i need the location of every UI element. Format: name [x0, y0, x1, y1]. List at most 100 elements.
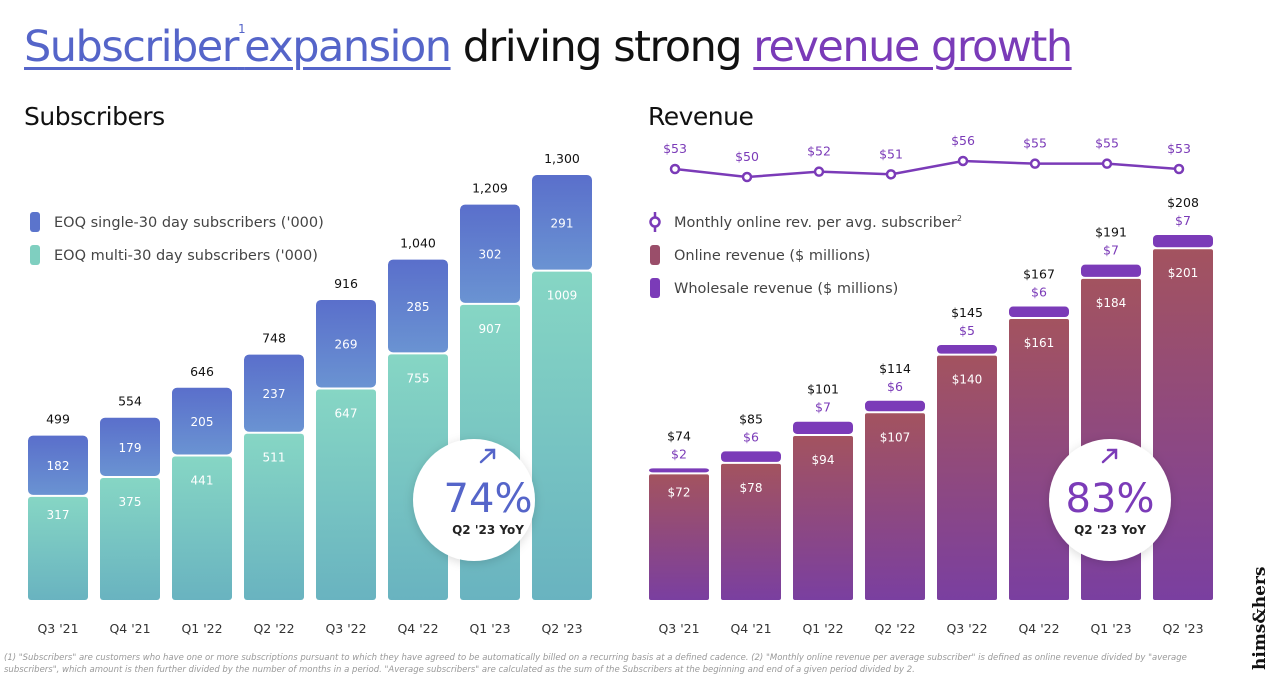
- value-label: 179: [119, 441, 142, 455]
- bar-single-30: [316, 299, 376, 388]
- x-tick-label: Q4 '22: [397, 621, 438, 636]
- bar-multi-30: [532, 271, 592, 600]
- line-value-label: $50: [735, 149, 759, 164]
- total-label: 499: [46, 412, 70, 427]
- legend-swatch: [30, 212, 40, 232]
- bar-wholesale-revenue: [793, 421, 853, 434]
- total-label: $145: [951, 305, 983, 320]
- value-label: 285: [407, 300, 430, 314]
- legend-line-marker: [649, 216, 661, 228]
- wholesale-label: $5: [959, 323, 975, 338]
- bar-wholesale-revenue: [649, 468, 709, 473]
- logo-text: hims&hers: [1250, 566, 1270, 670]
- bar-online-revenue: [793, 435, 853, 600]
- line-value-label: $55: [1095, 136, 1119, 151]
- wholesale-label: $7: [1175, 213, 1191, 228]
- bar-single-30: [388, 259, 448, 353]
- total-label: 748: [262, 331, 286, 346]
- line-value-label: $56: [951, 133, 975, 148]
- bar-single-30: [244, 354, 304, 432]
- legend-swatch: [650, 278, 660, 298]
- total-label: $85: [739, 411, 763, 426]
- value-label: $107: [880, 430, 911, 444]
- value-label: 1009: [547, 289, 578, 303]
- x-tick-label: Q1 '22: [181, 621, 222, 636]
- value-label: $94: [812, 453, 835, 467]
- arrow-up-right-icon: [1101, 448, 1118, 464]
- value-label: 182: [47, 459, 70, 473]
- total-label: $74: [667, 428, 691, 443]
- bar-multi-30: [316, 389, 376, 600]
- total-label: $191: [1095, 225, 1127, 240]
- callout-circle: [1049, 439, 1171, 561]
- x-tick-label: Q4 '21: [109, 621, 150, 636]
- x-tick-label: Q1 '23: [469, 621, 510, 636]
- subscribers-heading: Subscribers: [24, 102, 165, 131]
- value-label: $72: [668, 485, 691, 499]
- line-point: [1029, 158, 1041, 169]
- footnote: (1) "Subscribers" are customers who have…: [4, 653, 1187, 675]
- x-tick-label: Q1 '23: [1090, 621, 1131, 636]
- value-label: 755: [407, 371, 430, 385]
- total-label: 646: [190, 364, 214, 379]
- title-part: Subscriber: [24, 22, 239, 72]
- x-tick-label: Q4 '21: [730, 621, 771, 636]
- hims-hers-logo: hims&hers: [1248, 566, 1276, 670]
- callout-label: Q2 '23 YoY: [452, 523, 524, 537]
- bar-wholesale-revenue: [937, 344, 997, 354]
- title-part: expansion: [244, 22, 452, 72]
- legend-label: EOQ multi-30 day subscribers ('000): [54, 248, 318, 264]
- bar-online-revenue: [1153, 249, 1213, 600]
- title-revenue: revenue growth: [753, 22, 1073, 72]
- value-label: 205: [191, 415, 214, 429]
- wholesale-label: $6: [887, 379, 903, 394]
- title-subscriber: Subscriber1expansion: [24, 22, 452, 72]
- line-value-label: $53: [1167, 141, 1191, 156]
- value-label: 317: [47, 508, 70, 522]
- bar-wholesale-revenue: [721, 451, 781, 462]
- value-label: 237: [263, 387, 286, 401]
- x-tick-label: Q3 '22: [325, 621, 366, 636]
- bar-multi-30: [172, 456, 232, 600]
- bar-wholesale-revenue: [1009, 306, 1069, 318]
- total-label: 1,209: [472, 181, 508, 196]
- line-point: [669, 163, 681, 175]
- slide-title: Subscriber1expansion driving strong reve…: [24, 22, 1073, 72]
- bar-multi-30: [28, 496, 88, 600]
- legend-label: Monthly online rev. per avg. subscriber2: [674, 214, 962, 231]
- value-label: $78: [740, 481, 763, 495]
- total-label: $101: [807, 382, 839, 397]
- wholesale-label: $7: [1103, 243, 1119, 258]
- line-point: [957, 155, 969, 167]
- callout-value: 83%: [1066, 476, 1155, 522]
- legend-label: EOQ single-30 day subscribers ('000): [54, 215, 324, 231]
- title-part: driving strong: [450, 22, 754, 72]
- arrow-up-right-icon: [479, 448, 496, 464]
- legend-label: Wholesale revenue ($ millions): [674, 281, 898, 297]
- bar-online-revenue: [721, 463, 781, 600]
- value-label: 511: [263, 451, 286, 465]
- legend-label: Online revenue ($ millions): [674, 248, 870, 264]
- value-label: 441: [191, 474, 214, 488]
- value-label: 647: [335, 406, 358, 420]
- wholesale-label: $2: [671, 446, 687, 461]
- value-label: $161: [1024, 336, 1055, 350]
- line-value-label: $55: [1023, 136, 1047, 151]
- bar-online-revenue: [649, 474, 709, 600]
- bar-single-30: [28, 435, 88, 495]
- wholesale-label: $6: [1031, 285, 1047, 300]
- value-label: $140: [952, 373, 983, 387]
- total-label: 916: [334, 276, 358, 291]
- legend-swatch: [650, 245, 660, 265]
- bar-multi-30: [244, 433, 304, 600]
- line-value-label: $53: [663, 141, 687, 156]
- x-tick-label: Q2 '22: [253, 621, 294, 636]
- wholesale-label: $7: [815, 400, 831, 415]
- total-label: 1,300: [544, 151, 580, 166]
- line-value-label: $51: [879, 146, 903, 161]
- callout-circle: [413, 439, 535, 561]
- callout-label: Q2 '23 YoY: [1074, 523, 1146, 537]
- value-label: 375: [119, 495, 142, 509]
- bar-single-30: [532, 175, 592, 270]
